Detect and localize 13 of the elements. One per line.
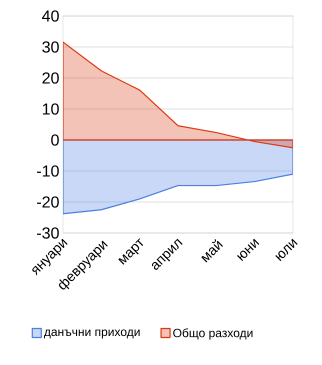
y-tick-label: 0 bbox=[51, 134, 59, 146]
y-tick-label: 10 bbox=[42, 103, 59, 115]
y-tick-label: -10 bbox=[37, 165, 59, 177]
x-tick-label: юни bbox=[237, 238, 260, 262]
x-tick-label: май bbox=[201, 238, 223, 262]
x-tick-label: юли bbox=[275, 238, 298, 262]
y-tick-label: 20 bbox=[42, 72, 59, 84]
y-tick-label: 40 bbox=[42, 10, 59, 22]
y-tick-label: -30 bbox=[37, 227, 59, 239]
legend-label: Общо разходи bbox=[173, 328, 252, 340]
y-tick-label: -20 bbox=[37, 196, 59, 208]
y-tick-label: 30 bbox=[42, 41, 59, 53]
legend-label: данъчни приходи bbox=[44, 330, 140, 338]
